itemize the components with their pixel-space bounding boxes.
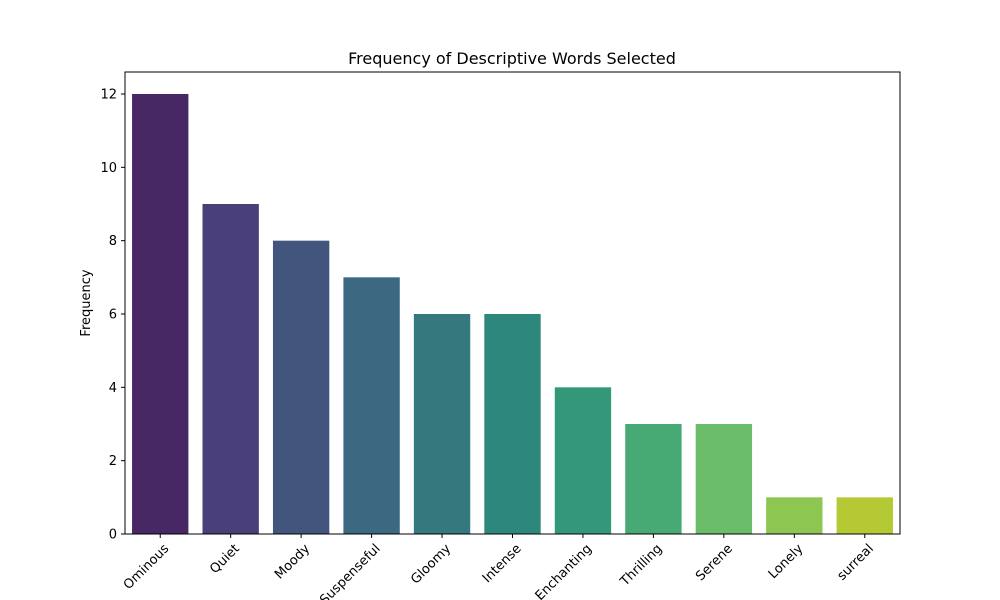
bar-enchanting <box>554 387 612 534</box>
y-tick-label: 10 <box>100 161 117 176</box>
x-tick-label: Gloomy <box>408 541 454 587</box>
x-tick-label: Thrilling <box>617 541 665 589</box>
y-tick-label: 0 <box>109 528 117 543</box>
x-tick-label: Intense <box>480 541 525 586</box>
bar-gloomy <box>413 314 471 534</box>
x-tick-label: Quiet <box>207 541 242 576</box>
y-tick-label: 12 <box>100 88 117 103</box>
bar-moody <box>272 240 330 534</box>
x-tick-label: Serene <box>693 541 736 584</box>
bar-intense <box>484 314 541 534</box>
x-axis-ticks: Ominous Quiet Moody Suspenseful Gloomy Intens… <box>121 534 877 600</box>
y-tick-label: 2 <box>109 454 117 469</box>
bars-group <box>132 94 893 534</box>
bar-quiet <box>202 204 259 534</box>
bar-surreal <box>836 497 893 534</box>
y-tick-label: 6 <box>109 308 117 323</box>
x-tick-label: Suspenseful <box>317 541 383 600</box>
bar-suspenseful <box>343 277 400 534</box>
y-tick-label: 4 <box>109 381 117 396</box>
chart-title: Frequency of Descriptive Words Selected <box>348 49 676 68</box>
bar-lonely <box>766 497 823 534</box>
bar-serene <box>695 424 753 534</box>
y-tick-label: 8 <box>109 234 117 249</box>
x-tick-label: Lonely <box>766 541 807 582</box>
plot-frame <box>124 71 901 535</box>
bar-ominous <box>132 94 189 534</box>
x-tick-label: Ominous <box>121 541 173 593</box>
y-axis-ticks: 0 2 4 6 8 10 12 <box>100 88 125 543</box>
x-tick-label: Enchanting <box>533 541 595 600</box>
bar-thrilling <box>625 424 682 534</box>
x-tick-label: Moody <box>272 541 313 582</box>
y-axis-label: Frequency <box>79 269 94 336</box>
x-tick-label: surreal <box>835 541 877 583</box>
